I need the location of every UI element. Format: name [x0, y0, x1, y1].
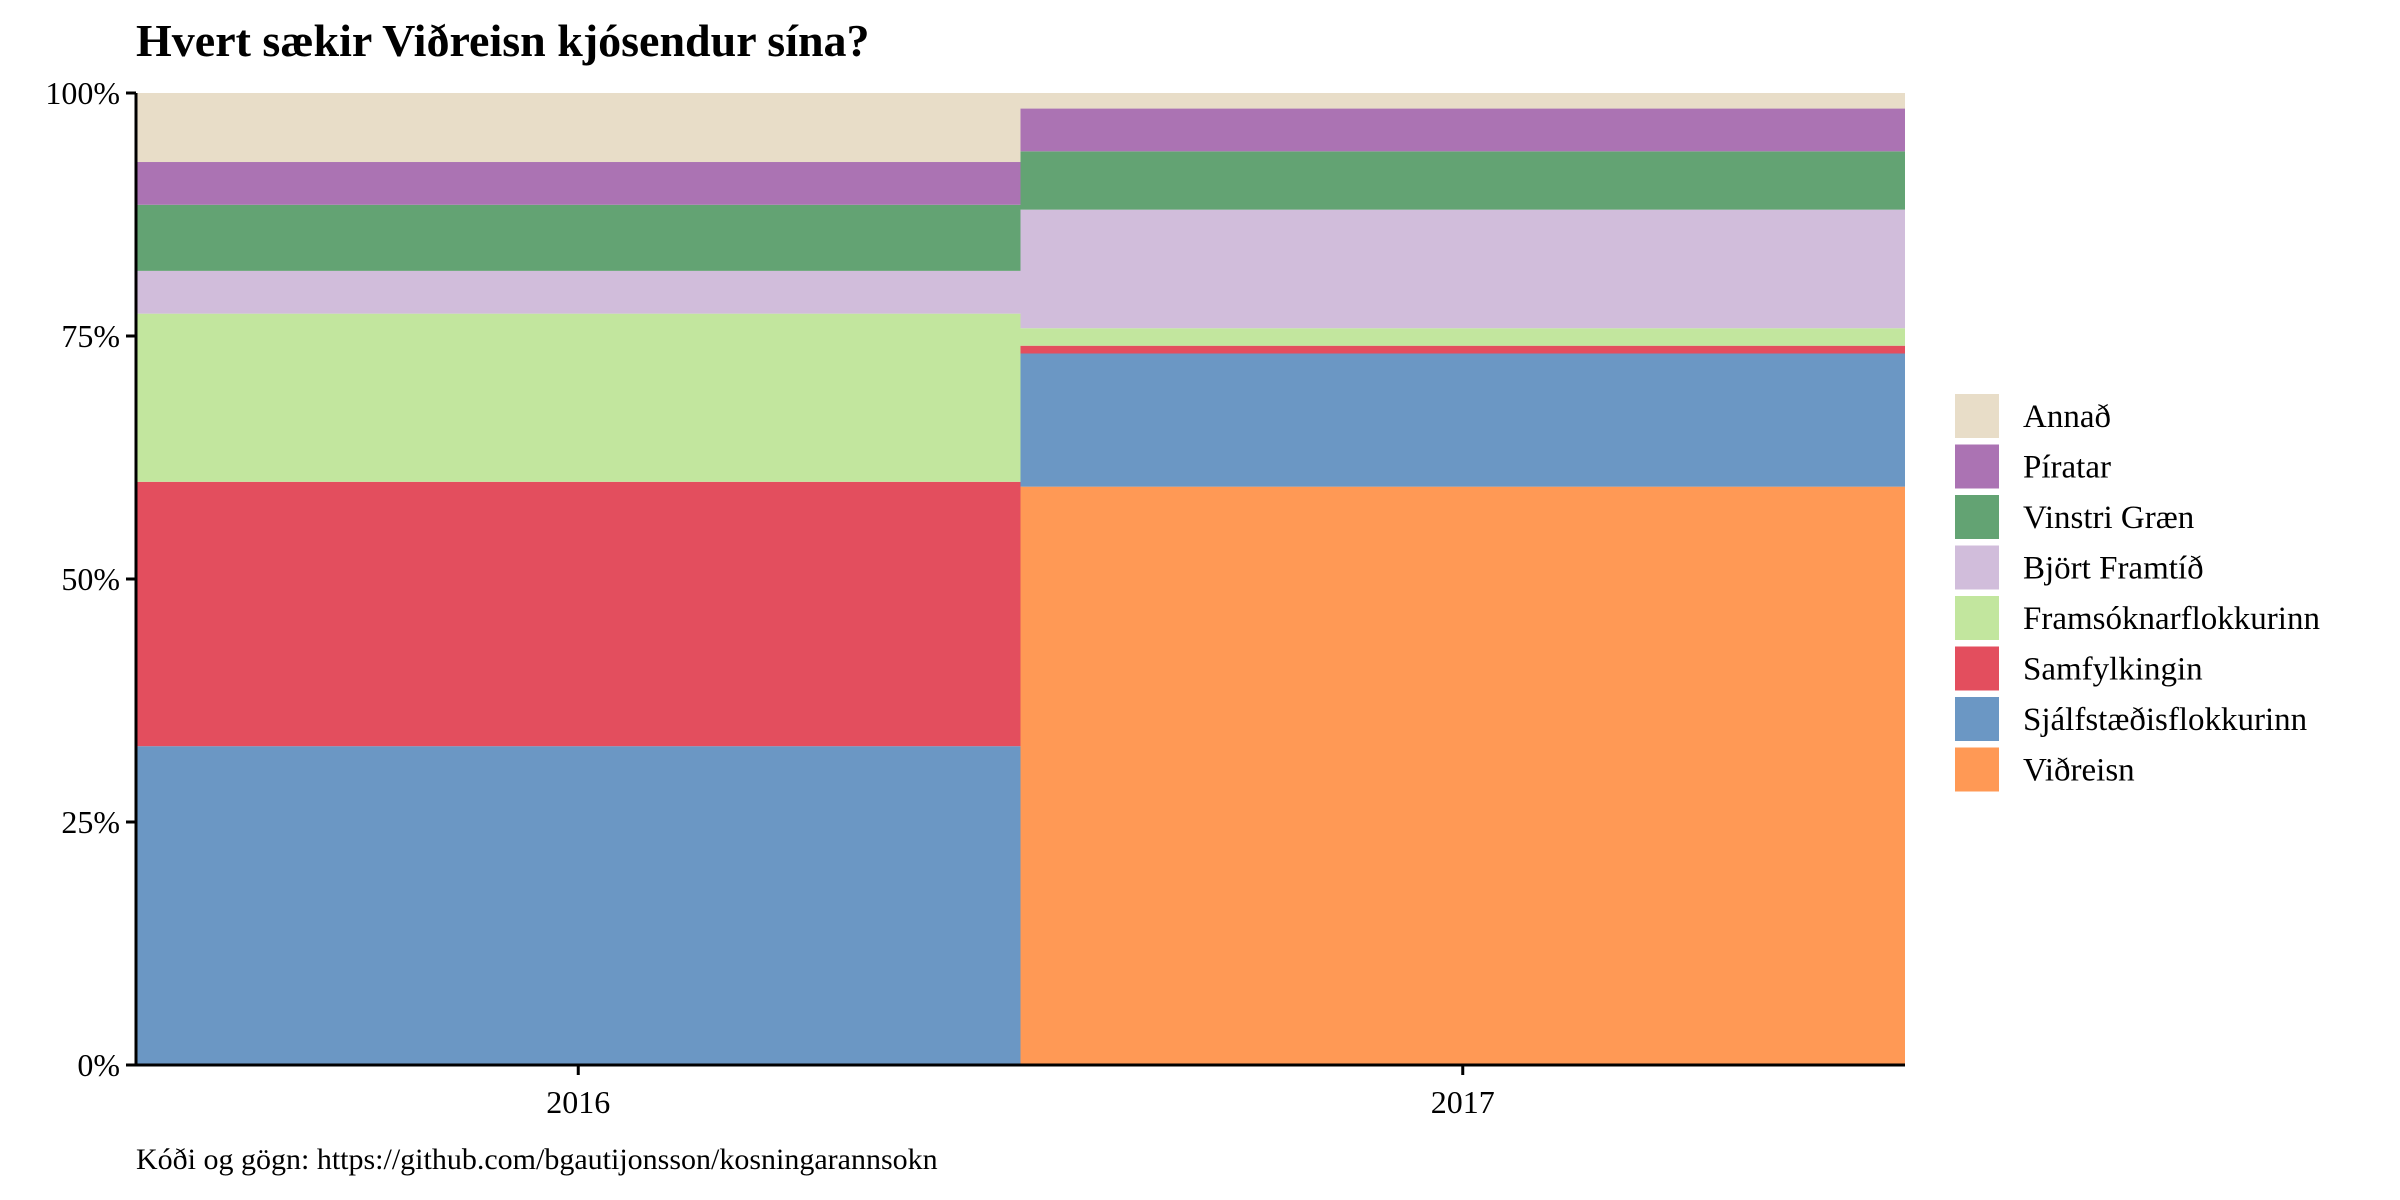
bar-annad-2017	[1020, 93, 1905, 109]
legend-label-vinstri-graen: Vinstri Græn	[2023, 500, 2194, 536]
legend-label-sjalfstaedisflokkurinn: Sjálfstæðisflokkurinn	[2023, 702, 2307, 738]
bar-annad-2016	[136, 93, 1021, 163]
y-tick-label: 75%	[61, 318, 120, 354]
legend-key-sjalfstaedisflokkurinn	[1955, 697, 1999, 741]
legend-key-framsoknarflokkurinn	[1955, 596, 1999, 640]
y-tick-label: 0%	[77, 1047, 120, 1083]
bar-samfylkingin-2016	[136, 481, 1021, 747]
legend-key-vidreisn	[1955, 747, 1999, 792]
legend-key-vinstri-graen	[1955, 495, 1999, 539]
chart-title: Hvert sækir Viðreisn kjósendur sína?	[136, 15, 870, 66]
bar-vinstri-graen-2016	[136, 204, 1021, 271]
chart-caption: Kóði og gögn: https://github.com/bgautij…	[136, 1143, 938, 1176]
bar-vinstri-graen-2017	[1020, 151, 1905, 210]
bar-sjalfstaedisflokkurinn-2017	[1020, 353, 1905, 487]
bar-framsoknarflokkurinn-2017	[1020, 328, 1905, 346]
bars-layer	[136, 93, 1905, 1065]
legend-label-vidreisn: Viðreisn	[2023, 753, 2135, 789]
legend-label-piratar: Píratar	[2023, 450, 2111, 486]
legend-key-bjort-framtid	[1955, 545, 1999, 590]
axes-layer: 0% 25% 50% 75% 100% 2016 2017	[45, 75, 1905, 1120]
y-tick-label: 50%	[61, 561, 120, 597]
legend-label-bjort-framtid: Björt Framtíð	[2023, 551, 2204, 587]
bar-framsoknarflokkurinn-2016	[136, 313, 1021, 482]
bar-piratar-2016	[136, 162, 1021, 205]
bar-bjort-framtid-2017	[1020, 209, 1905, 329]
y-tick-label: 25%	[61, 804, 120, 840]
bar-samfylkingin-2017	[1020, 345, 1905, 354]
legend-key-piratar	[1955, 444, 1999, 489]
bar-bjort-framtid-2016	[136, 270, 1021, 314]
legend-label-framsoknarflokkurinn: Framsóknarflokkurinn	[2023, 601, 2320, 637]
legend-key-annad	[1955, 394, 1999, 438]
x-tick-label: 2016	[546, 1084, 610, 1120]
y-tick-label: 100%	[45, 75, 120, 111]
legend-label-annad: Annað	[2023, 399, 2111, 435]
legend: Annað Píratar Vinstri Græn Björt Framtíð Fra…	[1955, 394, 2320, 792]
x-tick-label: 2017	[1431, 1084, 1495, 1120]
bar-sjalfstaedisflokkurinn-2016	[136, 746, 1021, 1065]
legend-label-samfylkingin: Samfylkingin	[2023, 652, 2203, 688]
bar-piratar-2017	[1020, 108, 1905, 152]
bar-vidreisn-2017	[1020, 486, 1905, 1065]
legend-key-samfylkingin	[1955, 646, 1999, 691]
